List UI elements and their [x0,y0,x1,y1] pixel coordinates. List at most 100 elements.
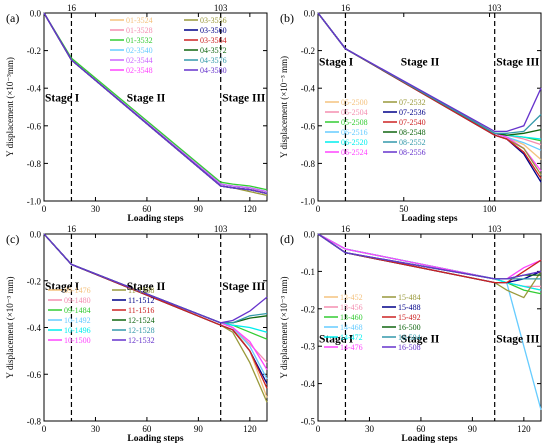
panel-label: (d) [280,232,294,246]
stage-label: Stage III [496,57,540,69]
y-tick-label: -0.5 [301,417,316,427]
plot-frame [317,12,542,202]
y-tick-label: 0.0 [30,9,42,19]
legend-entry: 07-2540 [399,118,426,127]
y-axis-label: Y displacement (×10⁻³ mm) [279,277,289,379]
legend-entry: 06-2524 [341,148,368,157]
legend-entry: 04-3572 [200,46,227,55]
legend-entry: 16-500 [398,323,421,332]
x-tick-label: 0 [316,424,321,434]
series-line [317,233,542,284]
legend-entry: 10-1492 [64,316,91,325]
stage-label: Stage II [401,333,440,345]
x-tick-label: 60 [416,424,426,434]
series-line [43,12,268,191]
legend-entry: 11-1512 [128,296,154,305]
series-line [317,233,542,280]
x-tick-label: 100 [483,204,497,214]
series-line [43,233,268,324]
y-tick-label: -0.4 [301,379,316,389]
x-axis-label: Loading steps [127,214,184,224]
legend-entry: 09-1484 [64,306,91,315]
x-tick-label: 120 [243,424,257,434]
stage-boundary-label: 16 [341,3,351,13]
legend-entry: 07-2536 [399,108,426,117]
x-tick-label: 120 [243,204,257,214]
stage-boundary-label: 103 [488,3,502,13]
legend-entry: 13-452 [340,293,363,302]
y-tick-label: -0.6 [27,121,42,131]
legend-entry: 05-2504 [341,108,368,117]
y-tick-label: 0.0 [30,230,42,240]
plot-frame [317,233,542,422]
stage-label: Stage III [496,333,540,345]
legend-entry: 08-2552 [399,138,426,147]
legend-entry: 10-1500 [64,336,91,345]
legend-entry: 10-1496 [64,326,91,335]
y-tick-label: -0.2 [301,46,315,56]
legend-entry: 13-456 [340,303,363,312]
legend-entry: 13-460 [340,313,363,322]
panel-label: (a) [6,11,19,25]
legend-entry: 11-1516 [128,306,154,315]
x-axis-label: Loading steps [401,434,458,444]
x-axis-label: Loading steps [127,434,184,444]
x-tick-label: 60 [142,204,152,214]
legend-entry: 11-1508 [128,286,154,295]
x-tick-label: 90 [468,424,478,434]
legend-entry: 14-472 [340,333,363,342]
legend-entry: 08-2556 [399,148,426,157]
legend-entry: 02-3540 [126,46,153,55]
legend-entry: 12-1528 [128,326,155,335]
series-line [317,233,541,280]
panel-a: (a) 0.0 -0.2 -0.4 -0.6 -0.8 -1.00 30 60 90 120 Load… [5,3,268,224]
stage-label: Stage II [127,92,166,104]
y-tick-label: -0.4 [27,323,42,333]
stage-boundary-label: 103 [214,3,228,13]
legend-entry: 08-2548 [399,128,426,137]
legend-entry: 15-488 [398,303,421,312]
legend-entry: 03-3556 [200,16,227,25]
stage-boundary-label: 103 [214,224,228,234]
x-tick-label: 0 [316,204,321,214]
y-tick-label: -0.2 [301,304,315,314]
plot-frame [43,12,268,202]
legend-entry: 14-468 [340,323,363,332]
legend-entry: 16-504 [398,333,421,342]
y-tick-label: -0.4 [301,84,316,94]
y-tick-label: 0.0 [304,9,316,19]
panel-b: (b) 0.0 -0.2 -0.4 -0.6 -0.8 -1.00 50 100 Loading … [279,3,542,224]
legend-entry: 01-3524 [126,16,153,25]
y-tick-label: -0.1 [301,267,315,277]
legend-entry: 12-1524 [128,316,155,325]
stage-label: Stage I [319,57,354,69]
legend-entry: 02-3544 [126,56,153,65]
legend-entry: 03-3564 [200,36,227,45]
y-axis-label: Y displacement (×10⁻³ mm) [279,56,289,158]
legend-entry: 01-3528 [126,26,153,35]
legend-entry: 15-484 [398,293,421,302]
legend-entry: 09-1480 [64,296,91,305]
legend-entry: 04-3580 [200,66,227,75]
y-axis-label: Y displacement (×10⁻³mm) [5,57,15,157]
series-line [317,12,542,133]
y-tick-label: -0.6 [301,121,316,131]
legend-entry: 06-2520 [341,138,368,147]
series-line [43,12,268,195]
series-line [317,233,541,280]
legend-entry: 16-508 [398,343,421,352]
legend-entry: 09-1476 [64,286,91,295]
y-tick-label: -0.8 [27,417,42,427]
x-tick-label: 30 [91,204,101,214]
legend-entry: 15-492 [398,313,421,322]
legend-entry: 03-3560 [200,26,227,35]
y-tick-label: -1.0 [27,197,42,207]
series-line [317,233,542,280]
y-tick-label: -0.2 [27,46,41,56]
stage-label: Stage III [222,92,266,104]
y-tick-label: -0.8 [27,159,42,169]
legend-entry: 14-476 [340,343,363,352]
x-axis-label: Loading steps [401,214,458,224]
stage-label: Stage III [222,281,266,293]
